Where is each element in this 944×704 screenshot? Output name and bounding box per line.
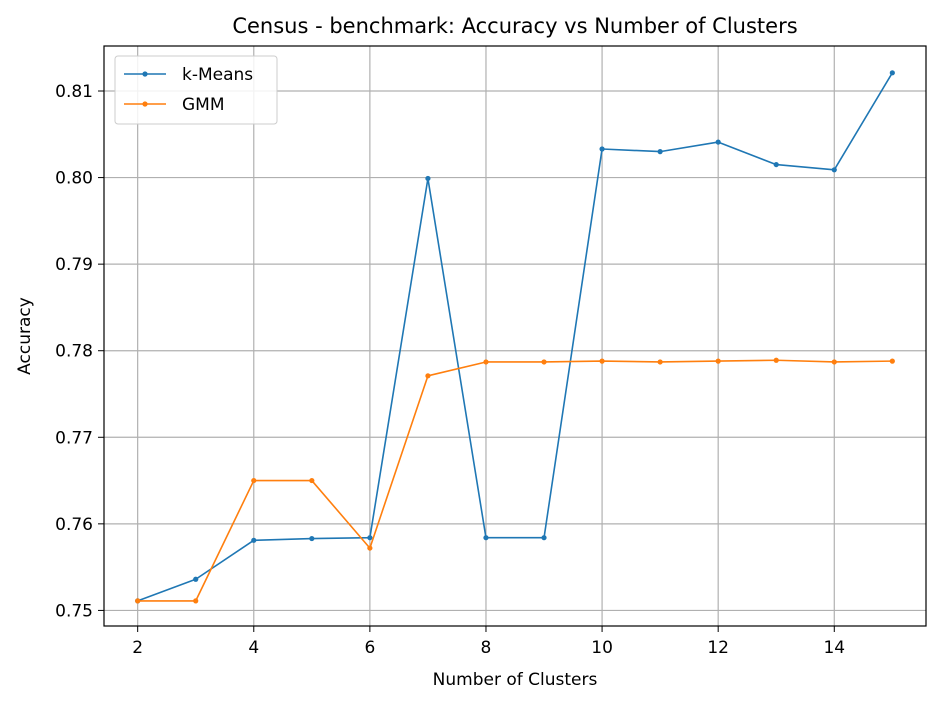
data-point-gmm [135, 598, 141, 604]
data-point-gmm [193, 598, 199, 604]
x-tick-label: 2 [132, 638, 143, 658]
data-point-kmeans [251, 537, 257, 543]
data-point-gmm [599, 358, 605, 364]
plot-frame [103, 45, 927, 627]
y-tick-label: 0.76 [55, 515, 93, 535]
y-tick-label: 0.78 [55, 342, 93, 362]
data-point-kmeans [193, 576, 199, 582]
x-tick-label: 14 [823, 638, 845, 658]
series-line-kmeans [137, 72, 894, 602]
legend-box [114, 55, 278, 125]
x-tick-label: 12 [707, 638, 729, 658]
data-point-gmm [889, 358, 895, 364]
data-point-gmm [309, 477, 315, 484]
legend-label-gmm: GMM [182, 95, 225, 115]
y-tick-label: 0.75 [55, 601, 93, 621]
data-point-kmeans [889, 70, 895, 76]
data-point-gmm [657, 359, 663, 365]
y-axis-title: Accuracy [15, 297, 35, 375]
data-point-gmm [251, 477, 257, 484]
data-point-kmeans [715, 139, 721, 145]
data-point-kmeans [831, 167, 837, 173]
data-point-kmeans [541, 535, 547, 541]
series-gmm [135, 357, 895, 604]
x-axis-title: Number of Clusters [433, 670, 598, 690]
y-tick-label: 0.80 [55, 169, 93, 189]
y-tick-label: 0.77 [55, 428, 93, 448]
data-point-kmeans [773, 161, 779, 168]
data-point-kmeans [367, 535, 373, 541]
chart-title: Census - benchmark: Accuracy vs Number o… [232, 14, 797, 38]
x-tick-label: 4 [248, 638, 259, 658]
series-kmeans [135, 70, 895, 604]
data-point-gmm [541, 359, 547, 365]
data-point-kmeans [309, 535, 315, 542]
data-point-gmm [715, 358, 721, 364]
series-layer [135, 70, 895, 604]
series-line-gmm [137, 359, 893, 602]
y-tick-label: 0.79 [55, 255, 93, 275]
data-point-gmm [483, 359, 489, 365]
x-tick-label: 6 [364, 638, 375, 658]
data-point-kmeans [425, 175, 431, 182]
legend: k-Means GMM [114, 55, 278, 125]
data-point-gmm [773, 357, 779, 363]
x-tick-label: 10 [591, 638, 613, 658]
legend-label-kmeans: k-Means [182, 65, 253, 85]
data-point-kmeans [483, 535, 489, 541]
y-tick-label: 0.81 [55, 82, 93, 102]
x-axis: 2 4 6 8 10 12 14 [132, 626, 845, 658]
x-tick-label: 8 [481, 638, 492, 658]
data-point-gmm [831, 359, 837, 365]
data-point-gmm [425, 373, 431, 379]
legend-marker-gmm [142, 101, 148, 107]
grid [104, 46, 926, 626]
data-point-kmeans [599, 146, 605, 152]
legend-marker-kmeans [142, 71, 148, 77]
y-axis: 0.75 0.76 0.77 0.78 0.79 0.80 0.81 [55, 82, 104, 621]
data-point-kmeans [657, 149, 663, 155]
data-point-gmm [367, 545, 373, 551]
